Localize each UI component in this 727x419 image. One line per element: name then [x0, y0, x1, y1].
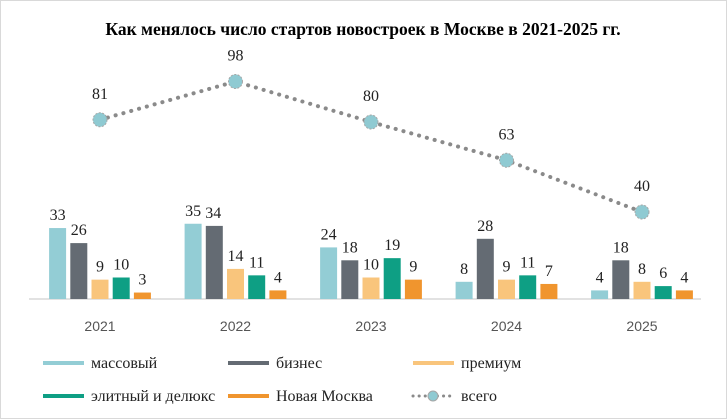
total-marker [634, 204, 650, 220]
bar-2023-3 [383, 258, 401, 299]
bar-value-label: 18 [342, 239, 358, 256]
total-value-label: 80 [363, 88, 379, 105]
total-value-label: 63 [499, 126, 515, 143]
total-marker [363, 114, 379, 130]
total-marker [92, 112, 108, 128]
bar-2022-0 [184, 223, 202, 299]
bar-value-label: 11 [249, 254, 264, 271]
bar-value-label: 8 [460, 261, 468, 278]
bar-value-label: 4 [274, 269, 282, 286]
bar-value-label: 9 [503, 259, 511, 276]
bar-value-label: 8 [638, 261, 646, 278]
x-tick-label: 2025 [626, 318, 657, 334]
legend-label: массовый [91, 355, 158, 372]
bar-2024-1 [476, 238, 494, 299]
total-value-label: 40 [634, 178, 650, 195]
bar-value-label: 9 [96, 259, 104, 276]
legend-label: Новая Москва [276, 388, 373, 405]
legend-label: всего [461, 388, 497, 405]
bar-2023-0 [320, 247, 338, 299]
bar-value-label: 24 [321, 226, 337, 243]
x-tick-label: 2021 [84, 318, 115, 334]
x-tick-label: 2022 [220, 318, 251, 334]
total-value-label: 98 [228, 48, 244, 65]
bar-value-label: 18 [613, 239, 629, 256]
bar-value-label: 4 [596, 269, 604, 286]
x-tick-label: 2023 [355, 318, 386, 334]
bar-value-label: 3 [138, 272, 146, 289]
bar-2025-1 [612, 260, 630, 299]
bar-2024-4 [540, 283, 558, 299]
bar-2024-2 [498, 279, 515, 299]
x-tick-label: 2024 [491, 318, 522, 334]
total-marker [499, 152, 514, 168]
bar-value-label: 33 [50, 207, 66, 224]
bar-value-label: 6 [659, 265, 667, 282]
bar-2022-3 [248, 275, 266, 299]
total-value-label: 81 [92, 86, 108, 103]
legend-label: премиум [461, 355, 521, 372]
bar-value-label: 35 [185, 203, 201, 220]
bar-2022-4 [269, 290, 287, 299]
bar-2025-3 [654, 286, 672, 299]
bar-2021-0 [49, 228, 67, 299]
bar-value-label: 26 [71, 222, 87, 239]
bar-2025-0 [591, 290, 609, 299]
bar-2021-2 [91, 279, 109, 299]
bar-2021-1 [70, 243, 88, 299]
bar-2023-2 [362, 277, 380, 299]
bar-2024-0 [455, 281, 473, 299]
bar-2024-3 [519, 275, 537, 299]
bar-2023-1 [341, 260, 359, 299]
bar-value-label: 28 [477, 218, 493, 235]
bar-value-label: 4 [680, 269, 688, 286]
bar-value-label: 7 [545, 263, 553, 280]
bar-2025-2 [633, 281, 651, 299]
legend-marker [427, 390, 439, 402]
bar-2022-1 [205, 225, 223, 299]
bar-2021-3 [112, 277, 130, 299]
chart-title: Как менялось число стартов новостроек в … [105, 19, 620, 39]
bar-value-label: 10 [363, 257, 379, 274]
total-marker [228, 74, 243, 89]
bar-2021-4 [133, 292, 151, 299]
bar-value-label: 34 [205, 205, 221, 222]
bar-2022-2 [227, 268, 244, 299]
bar-value-label: 14 [228, 248, 244, 265]
bar-2023-4 [404, 279, 422, 299]
bar-value-label: 10 [113, 257, 129, 274]
bar-value-label: 9 [409, 259, 417, 276]
bar-2025-4 [675, 290, 693, 299]
bar-value-label: 19 [384, 237, 400, 254]
bar-value-label: 11 [520, 254, 535, 271]
legend-label: элитный и делюкс [91, 388, 215, 405]
legend-label: бизнес [276, 355, 322, 372]
